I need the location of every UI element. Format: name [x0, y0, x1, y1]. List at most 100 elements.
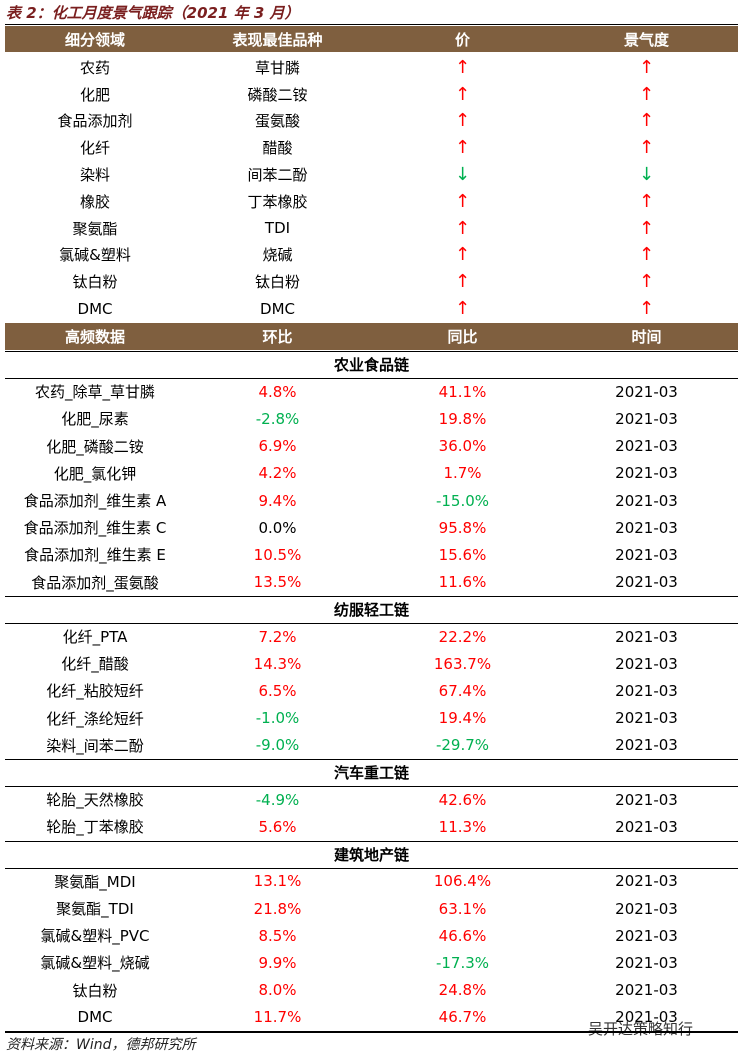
header-cell: 环比	[262, 328, 293, 346]
table-cell: 2021-03	[615, 409, 678, 428]
change-value: -2.8%	[255, 409, 300, 428]
change-value: 6.9%	[258, 437, 297, 456]
header-cell: 景气度	[623, 30, 669, 49]
table-cell: 染料	[79, 166, 110, 185]
rule	[5, 840, 738, 842]
table-cell: 蛋氨酸	[254, 112, 300, 131]
rule	[5, 786, 738, 788]
change-value: -15.0%	[435, 491, 490, 510]
change-value: 8.0%	[258, 981, 297, 1000]
trend-arrow: ↑	[638, 190, 655, 212]
change-value: 5.6%	[258, 817, 297, 836]
table-cell: 丁苯橡胶	[247, 192, 308, 211]
rule	[5, 351, 738, 352]
table-cell: DMC	[260, 299, 295, 318]
table-cell: 磷酸二铵	[247, 85, 308, 104]
table-cell: 氯碱&塑料	[59, 246, 131, 265]
table-cell: 2021-03	[615, 981, 678, 1000]
table-cell: 间苯二酚	[247, 166, 308, 185]
change-value: -29.7%	[435, 736, 490, 755]
table-cell: 2021-03	[615, 518, 678, 537]
rule	[5, 1031, 738, 1033]
trend-arrow: ↑	[638, 137, 655, 159]
change-value: -9.0%	[255, 736, 300, 755]
table-cell: 化纤_PTA	[62, 628, 128, 647]
change-value: 10.5%	[253, 545, 302, 564]
trend-arrow: ↑	[638, 271, 655, 293]
table-cell: 2021-03	[615, 899, 678, 918]
rule	[5, 378, 738, 380]
trend-arrow: ↑	[454, 56, 471, 78]
table-cell: 化纤_涤纶短纤	[46, 709, 144, 728]
change-value: 11.6%	[438, 573, 487, 592]
change-value: 1.7%	[443, 464, 482, 483]
table-cell: 轮胎_丁苯橡胶	[46, 818, 144, 837]
table-cell: 橡胶	[79, 192, 110, 211]
change-value: 4.8%	[258, 382, 297, 401]
change-value: 24.8%	[438, 981, 487, 1000]
section-title: 建筑地产链	[333, 845, 409, 864]
change-value: 106.4%	[433, 872, 492, 891]
table-cell: 2021-03	[615, 627, 678, 646]
table-cell: 化肥	[79, 85, 110, 104]
change-value: 15.6%	[438, 545, 487, 564]
table-cell: 化纤_醋酸	[61, 655, 129, 674]
change-value: 9.9%	[258, 953, 297, 972]
table-cell: 钛白粉	[72, 273, 118, 292]
trend-arrow: ↑	[638, 110, 655, 132]
table-cell: 2021-03	[615, 681, 678, 700]
rule	[5, 623, 738, 624]
change-value: 19.4%	[438, 709, 487, 728]
change-value: 163.7%	[433, 654, 492, 673]
trend-arrow: ↑	[638, 244, 655, 266]
table-cell: 化肥_磷酸二铵	[46, 437, 144, 456]
change-value: 95.8%	[438, 518, 487, 537]
section-title: 纺服轻工链	[333, 600, 409, 619]
table-cell: 2021-03	[615, 709, 678, 728]
watermark: 吴开达策略知行	[588, 1020, 694, 1038]
table-cell: 2021-03	[615, 437, 678, 456]
table-cell: DMC	[77, 1008, 113, 1027]
table-cell: 农药	[79, 58, 110, 77]
trend-arrow: ↑	[454, 190, 471, 212]
table-cell: 醋酸	[262, 139, 293, 158]
header-cell: 价	[454, 30, 470, 49]
table-cell: 草甘膦	[254, 58, 300, 77]
change-value: 36.0%	[438, 437, 487, 456]
table-cell: TDI	[264, 219, 291, 238]
table-cell: 染料_间苯二酚	[46, 736, 144, 755]
table-cell: 化肥_氯化钾	[53, 464, 137, 483]
table-cell: 氯碱&塑料_PVC	[40, 927, 150, 946]
header-cell: 同比	[447, 328, 478, 346]
header-cell: 高频数据	[64, 328, 125, 346]
table-cell: 2021-03	[615, 545, 678, 564]
rule	[5, 759, 738, 760]
table-cell: 2021-03	[615, 382, 678, 401]
table-cell: 化纤	[79, 139, 110, 158]
change-value: 11.3%	[438, 817, 487, 836]
change-value: 22.2%	[438, 627, 487, 646]
trend-arrow: ↑	[638, 298, 655, 320]
trend-arrow: ↑	[638, 56, 655, 78]
table-cell: 2021-03	[615, 1008, 678, 1027]
change-value: -17.3%	[435, 953, 490, 972]
change-value: 14.3%	[253, 654, 302, 673]
section-title: 汽车重工链	[333, 764, 409, 783]
header-cell: 细分领域	[64, 30, 125, 49]
change-value: 46.6%	[438, 926, 487, 945]
table-cell: 食品添加剂_维生素 C	[23, 519, 167, 538]
table-cell: 农药_除草_草甘膦	[34, 383, 155, 402]
change-value: 8.5%	[258, 926, 297, 945]
rule	[5, 867, 738, 869]
title: 表 2：化工月度景气跟踪（2021 年 3 月）	[6, 4, 300, 22]
trend-arrow: ↑	[454, 298, 471, 320]
trend-arrow: ↓	[638, 164, 655, 186]
section-title: 农业食品链	[333, 356, 409, 375]
change-value: 9.4%	[258, 491, 297, 510]
table-cell: 2021-03	[615, 573, 678, 592]
rule	[5, 595, 738, 597]
table-cell: DMC	[77, 299, 113, 318]
trend-arrow: ↑	[454, 271, 471, 293]
change-value: 0.0%	[258, 518, 297, 537]
